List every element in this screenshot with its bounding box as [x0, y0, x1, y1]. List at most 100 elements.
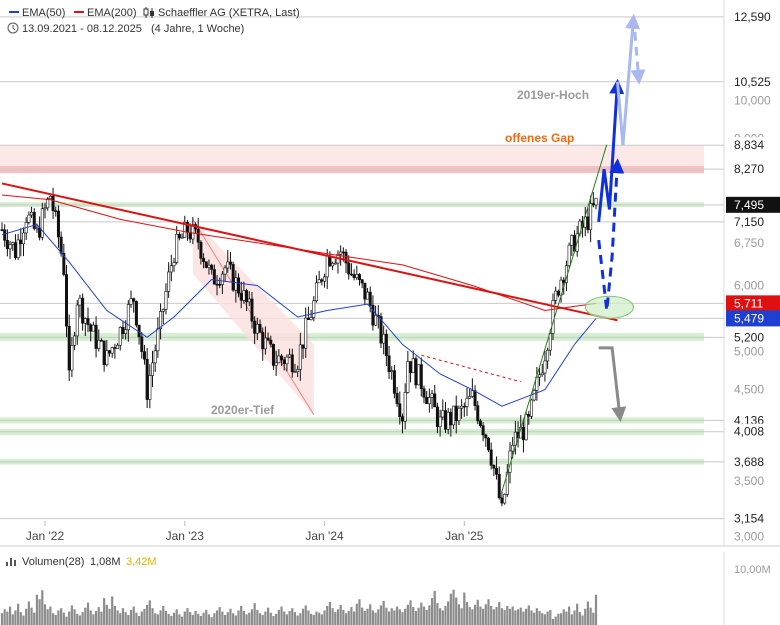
volume-bar [309, 613, 313, 625]
candle-body [59, 236, 63, 254]
volume-bar [318, 612, 321, 625]
candle-body [75, 304, 79, 337]
candle-body [438, 416, 442, 428]
volume-bar [396, 606, 399, 625]
volume-bar [89, 610, 92, 625]
volume-bar [78, 615, 82, 625]
level-label-box [726, 161, 780, 178]
level-label: 5,711 [734, 296, 763, 310]
volume-bar [409, 600, 412, 625]
candle-body [374, 314, 378, 326]
volume-bar [62, 612, 65, 625]
volume-bar [554, 616, 557, 625]
candle-body [425, 396, 429, 404]
candles-layer [0, 187, 598, 507]
volume-bar [336, 609, 340, 625]
candle-body [341, 251, 345, 254]
candle-body [476, 405, 480, 422]
volume-bar [151, 608, 154, 625]
candle-body [441, 410, 445, 418]
candle-body [204, 261, 208, 268]
volume-bar [578, 612, 581, 625]
volume-bar [70, 605, 73, 625]
volume-bar [127, 614, 130, 625]
volume-bar [562, 609, 565, 625]
candle-body [355, 274, 359, 278]
forecast-arrow [597, 158, 625, 311]
candle-body [301, 344, 305, 349]
candle-body [594, 197, 598, 206]
candle-body [132, 298, 136, 302]
volume-bar [506, 605, 509, 625]
target-ellipse [584, 295, 634, 319]
volume-bar [140, 611, 143, 625]
volume-bar [54, 614, 57, 625]
volume-bar [105, 604, 108, 625]
candle-body [215, 283, 219, 286]
volume-bar [30, 607, 33, 625]
x-tick-label: Jan '24 [305, 529, 344, 543]
candle-body [94, 324, 98, 349]
volume-bar [68, 611, 71, 625]
candle-body [48, 196, 52, 200]
candle-body [263, 337, 267, 350]
volume-bar [471, 609, 474, 625]
level-label: 7,150 [734, 215, 764, 229]
candle-body [175, 234, 179, 263]
candle-body [478, 420, 482, 426]
annotation-2019-high: 2019er-Hoch [517, 88, 589, 102]
volume-bar [401, 612, 404, 625]
volume-bar [148, 600, 151, 625]
instrument-title: Schaeffler AG (XETRA, Last) [158, 7, 300, 19]
volume-value-average: 3,42M [126, 556, 157, 568]
volume-bar [234, 615, 237, 625]
candle-body [32, 212, 36, 229]
candle-body [484, 434, 488, 439]
candle-body [0, 229, 4, 231]
candle-body [524, 414, 528, 441]
candle-body [357, 274, 361, 281]
candle-body [454, 405, 458, 422]
candle-body [368, 291, 372, 306]
volume-bar [492, 609, 495, 625]
candle-body [86, 318, 90, 326]
candle-body [110, 347, 114, 354]
candle-body [124, 329, 128, 335]
volume-bar [417, 607, 420, 625]
volume-bar [347, 611, 350, 625]
candle-body [290, 354, 294, 373]
volume-bar [162, 605, 165, 625]
volume-bar [8, 606, 12, 625]
volume-bar [358, 599, 361, 625]
volume-bar [269, 612, 272, 625]
volume-bar [194, 611, 197, 625]
volume-bar [135, 612, 138, 625]
volume-bar [484, 604, 487, 625]
candle-body [497, 474, 501, 499]
volume-bar [186, 608, 189, 625]
volume-bar [291, 608, 294, 625]
candle-body [242, 290, 246, 301]
candle-body [207, 264, 211, 268]
candle-body [67, 325, 71, 371]
candle-body [145, 358, 149, 400]
candle-body [199, 241, 203, 259]
volume-bar [538, 611, 541, 625]
candle-body [30, 212, 34, 216]
volume-bar [594, 594, 598, 625]
candle-body [81, 297, 85, 324]
candle-body [317, 279, 321, 284]
level-label: 10,525 [734, 75, 771, 89]
volume-bar [170, 616, 173, 625]
volume-bar [342, 609, 345, 625]
candle-body [312, 300, 316, 318]
volume-bar [315, 611, 318, 625]
annotation-open-gap: offenes Gap [505, 131, 574, 145]
volume-bar [205, 609, 208, 625]
volume-bar [436, 603, 439, 625]
candle-body [349, 273, 353, 276]
volume-bar [369, 604, 372, 625]
volume-bar [264, 611, 267, 625]
level-label-box [726, 423, 780, 440]
volume-bar [406, 604, 409, 625]
